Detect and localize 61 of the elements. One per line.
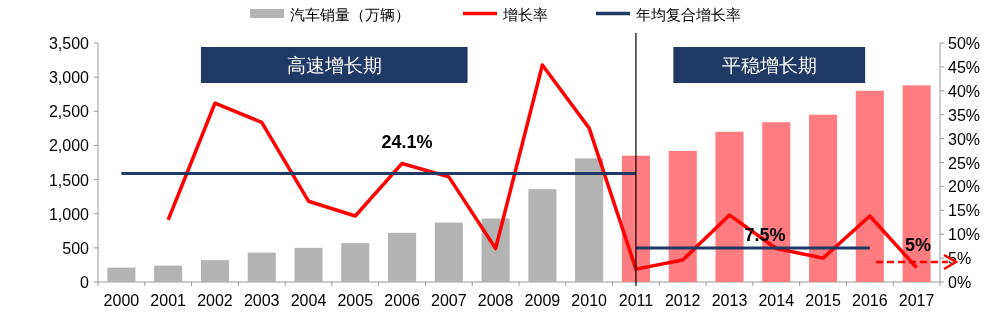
x-tick-label: 2008 <box>477 292 514 309</box>
bar <box>388 232 417 282</box>
picture-label-box: 高速增长期 <box>200 47 468 83</box>
x-tick-label: 2014 <box>758 292 795 309</box>
bar <box>247 252 276 282</box>
x-tick-label: 2011 <box>618 292 654 309</box>
bar <box>434 222 463 282</box>
x-tick-label: 2002 <box>197 292 233 309</box>
y2-tick-label: 0% <box>948 274 972 291</box>
y-tick-label: 2,500 <box>48 103 90 121</box>
x-tick-label: 2001 <box>150 292 187 309</box>
x-tick-label: 2012 <box>664 292 701 309</box>
y2-tick-label: 45% <box>948 58 981 76</box>
annotation: 7.5% <box>744 225 786 245</box>
y-tick-label: 1,000 <box>48 205 90 223</box>
bar <box>107 267 136 282</box>
x-tick-label: 2016 <box>852 292 888 309</box>
y2-tick-label: 25% <box>948 154 981 172</box>
x-tick-label: 2004 <box>290 292 327 309</box>
x-tick-label: 2009 <box>524 292 561 309</box>
x-tick-label: 2000 <box>103 292 140 309</box>
y2-tick-label: 40% <box>948 82 981 100</box>
y2-tick-label: 20% <box>948 178 981 196</box>
x-tick-label: 2003 <box>243 292 280 309</box>
x-tick-label: 2005 <box>337 292 374 309</box>
annotation: 24.1% <box>381 132 433 152</box>
bar <box>668 150 697 282</box>
x-tick-label: 2006 <box>384 292 420 309</box>
bar <box>715 131 744 282</box>
bar <box>855 90 884 282</box>
bar <box>809 114 838 282</box>
x-tick-label: 2015 <box>805 292 841 309</box>
legend-label: 汽车销量（万辆） <box>290 7 410 23</box>
y-tick-label: 500 <box>62 239 90 257</box>
x-tick-label: 2013 <box>711 292 748 309</box>
y-tick-label: 3,000 <box>48 69 90 87</box>
y2-tick-label: 10% <box>948 226 981 244</box>
bar <box>200 260 229 282</box>
bar <box>575 158 604 282</box>
y2-tick-label: 35% <box>948 106 981 124</box>
x-tick-label: 2017 <box>898 292 935 309</box>
y2-tick-label: 50% <box>948 35 981 52</box>
annotation: 平稳增长期 <box>721 55 817 76</box>
x-tick-label: 2010 <box>571 292 608 309</box>
picture-label-box: 平稳增长期 <box>673 47 866 83</box>
annotation: 高速增长期 <box>286 55 382 76</box>
y2-tick-label: 15% <box>948 202 981 220</box>
y-tick-label: 1,500 <box>48 171 90 189</box>
x-tick-label: 2007 <box>431 292 467 309</box>
bar <box>902 85 931 282</box>
y-tick-label: 2,000 <box>48 137 90 155</box>
y-tick-label: 3,500 <box>48 35 90 52</box>
y2-tick-label: 30% <box>948 130 981 148</box>
bar <box>154 265 183 282</box>
legend-label: 增长率 <box>502 7 548 23</box>
bar <box>341 243 370 282</box>
bar <box>528 189 557 282</box>
legend-label: 年均复合增长率 <box>636 7 741 23</box>
annotation: 5% <box>904 235 932 255</box>
bar <box>294 247 323 282</box>
y-tick-label: 0 <box>80 274 90 291</box>
